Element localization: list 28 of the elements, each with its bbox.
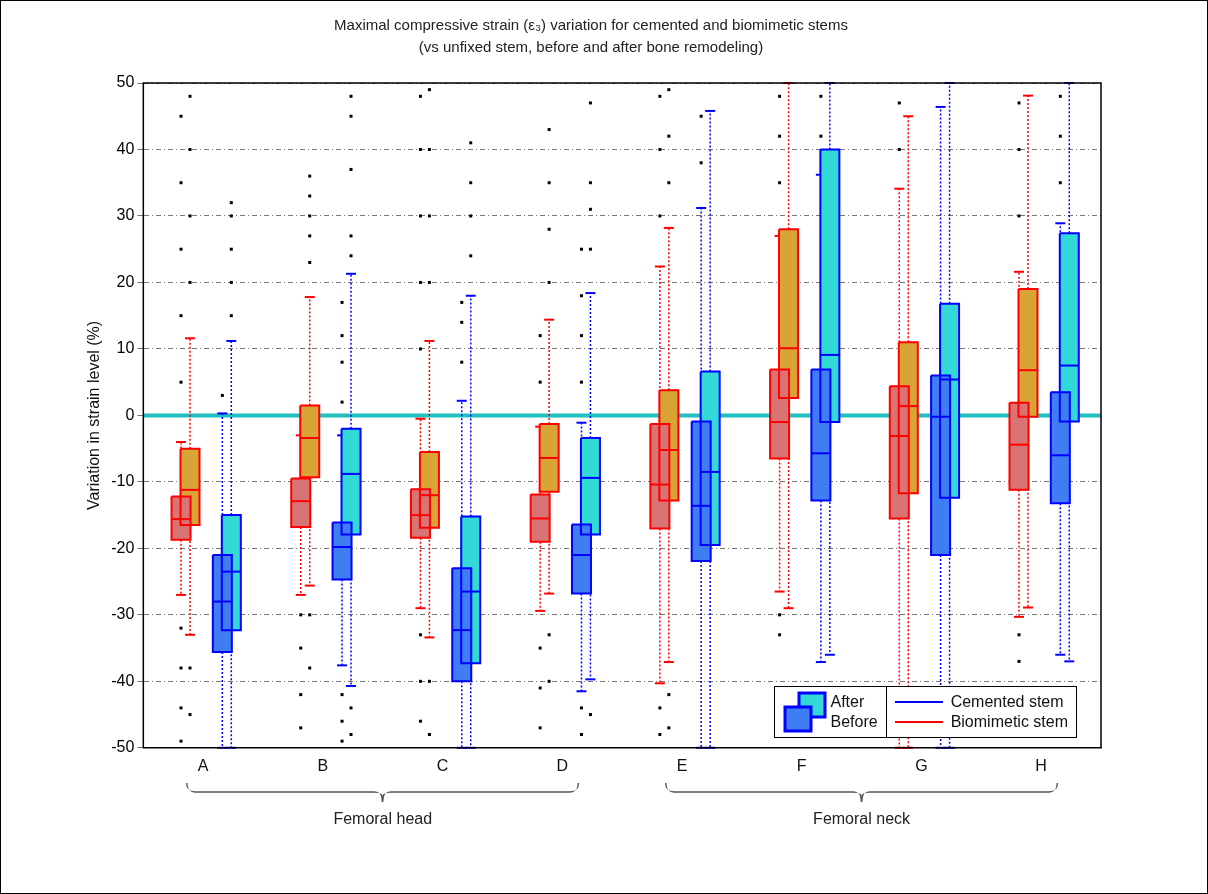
y-tick-label: 10 xyxy=(116,339,135,357)
y-tick-label: -20 xyxy=(111,538,135,556)
text: Femoral head xyxy=(333,809,433,828)
x-tick-label: D xyxy=(556,756,569,774)
x-tick-label: C xyxy=(436,756,449,774)
x-tick-label: E xyxy=(676,756,688,774)
y-tick-label: 50 xyxy=(116,73,135,91)
x-tick-label: F xyxy=(796,756,807,774)
annotation: Biomimetic stem xyxy=(950,712,1068,731)
y-tick-label: -40 xyxy=(111,671,135,689)
y-tick-label: -30 xyxy=(111,605,135,623)
annotation: After xyxy=(830,691,866,712)
text: Femoral neck xyxy=(813,809,911,828)
y-tick-label: -50 xyxy=(111,738,135,756)
chart-subtitle: (vs unfixed stem, before and after bone remodeling) xyxy=(418,38,764,56)
chart-title: Maximal compressive strain (ε₃) variation for cemented and biomimetic stems xyxy=(334,16,848,34)
annotation: Cemented stem xyxy=(950,692,1064,711)
y-tick-label: 30 xyxy=(116,206,135,224)
y-axis-title: Variation in strain level (%) xyxy=(85,320,103,510)
y-tick-label: 20 xyxy=(116,272,135,290)
y-tick-label: -10 xyxy=(111,472,135,490)
annotation: Before xyxy=(830,711,878,732)
y-tick-label: 0 xyxy=(125,405,135,423)
x-tick-label: G xyxy=(915,756,928,774)
x-tick-label: B xyxy=(317,756,329,774)
x-tick-label: H xyxy=(1035,756,1047,774)
x-tick-label: A xyxy=(197,756,209,774)
y-tick-label: 40 xyxy=(116,139,135,157)
